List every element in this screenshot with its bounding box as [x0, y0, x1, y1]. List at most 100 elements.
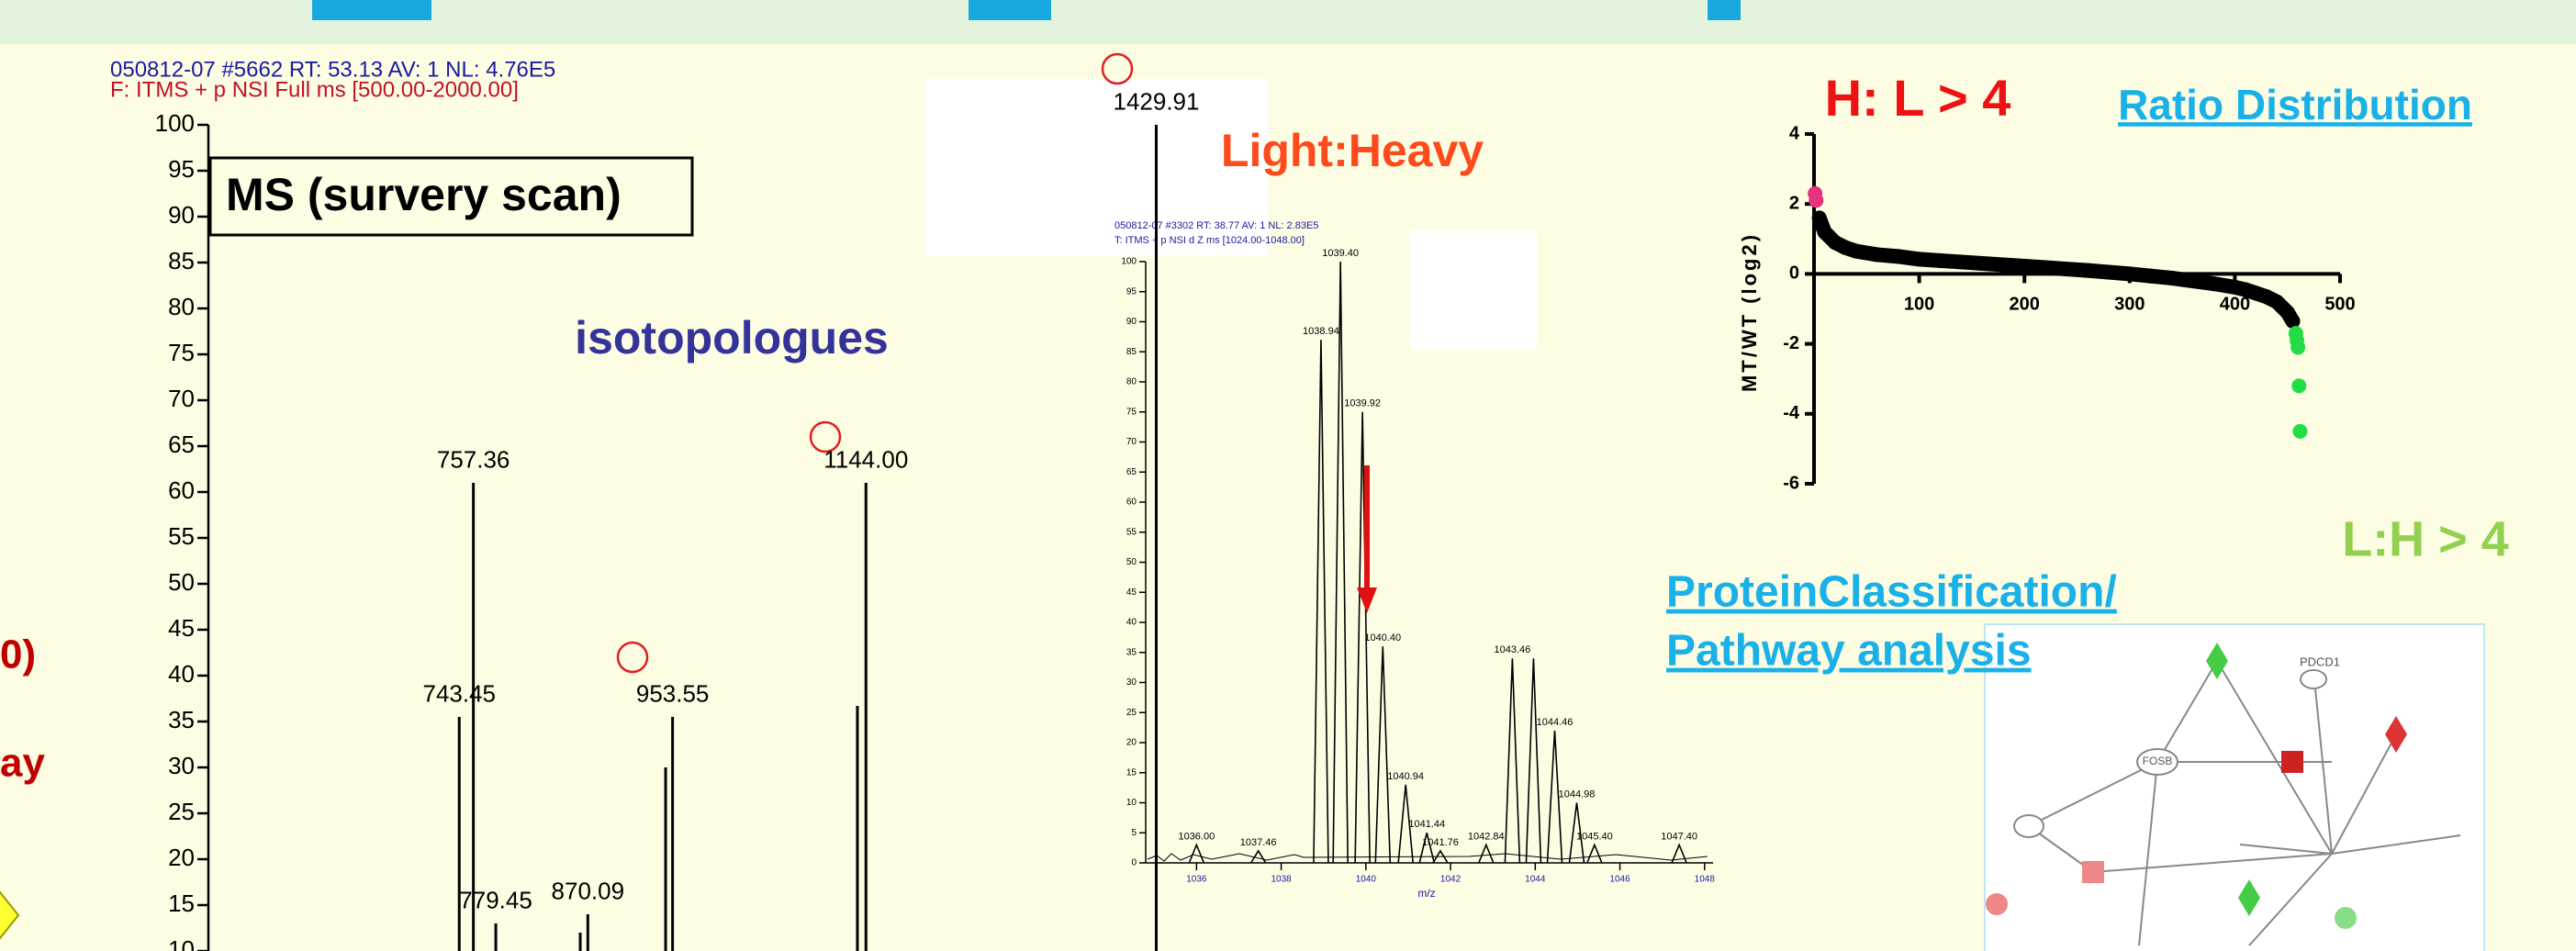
peak-label: 1144.00	[823, 445, 908, 473]
label: H: L > 4	[1825, 69, 2011, 127]
peak	[1478, 843, 1495, 864]
y-tick-label: 60	[1126, 498, 1137, 508]
y-tick-label: 15	[168, 889, 195, 917]
point	[1869, 247, 1885, 263]
peak	[1546, 730, 1563, 864]
peak	[1374, 646, 1392, 864]
y-tick-label: 75	[1126, 407, 1137, 417]
y-tick-label: 85	[168, 247, 195, 274]
peak-label: 1044.98	[1559, 789, 1596, 800]
spectrum-header: 050812-07 #5662 RT: 53.13 AV: 1 NL: 4.76…	[110, 57, 555, 82]
network-image	[1984, 623, 2485, 951]
y-tick-label: 80	[1126, 377, 1137, 387]
marker-circle	[809, 420, 842, 453]
network-node	[2206, 643, 2228, 679]
x-tick-label: 1036	[1186, 875, 1207, 885]
peak-label: 953.55	[636, 679, 710, 707]
title-box	[208, 156, 694, 237]
y-tick-label: -2	[1783, 333, 1799, 353]
point	[1911, 252, 1927, 267]
point	[2017, 259, 2033, 274]
y-tick-label: 40	[1126, 618, 1137, 628]
y-tick-label: 20	[168, 844, 195, 871]
peak-label: 1045.40	[1576, 831, 1613, 842]
link[interactable]: ProteinClassification/	[1666, 568, 2117, 617]
y-tick-label: 45	[1126, 587, 1137, 598]
y-tick-label: 80	[168, 293, 195, 320]
y-tick-label: 4	[1789, 123, 1800, 143]
point	[2122, 266, 2137, 282]
y-tick-label: 15	[1126, 767, 1137, 778]
x-tick-label: 300	[2114, 295, 2145, 315]
cut-text: ay	[0, 741, 45, 786]
x-tick-label: 1040	[1356, 875, 1377, 885]
marker-circle	[616, 641, 649, 674]
point	[1890, 249, 1906, 264]
y-tick-label: 35	[1126, 647, 1137, 657]
y-tick-label: -6	[1783, 473, 1799, 493]
link[interactable]: Ratio Distribution	[2118, 81, 2472, 129]
y-tick-label: 0	[1789, 263, 1799, 284]
network-node	[2281, 751, 2303, 773]
peak	[1504, 658, 1521, 864]
y-tick-label: 65	[1126, 467, 1137, 477]
y-tick-label: 5	[1131, 828, 1137, 838]
label: isotopologues	[575, 312, 889, 364]
banner-glyph	[969, 0, 1051, 20]
point	[2185, 274, 2201, 289]
peak-label: 757.36	[437, 445, 510, 473]
peak	[1332, 261, 1349, 864]
y-tick-label: 55	[1126, 527, 1137, 537]
point	[1809, 193, 1824, 208]
peak-label: 1037.46	[1240, 837, 1277, 848]
y-tick-label: 95	[168, 155, 195, 183]
y-tick-label: 50	[1126, 557, 1137, 567]
y-tick-label: 25	[168, 798, 195, 825]
network-node	[2238, 879, 2260, 916]
peak-label: 1038.94	[1303, 326, 1339, 337]
network-label: PDCD1	[2300, 655, 2340, 668]
y-tick-label: 20	[1126, 738, 1137, 748]
peak-label: 1044.46	[1537, 717, 1574, 728]
network-node	[2385, 716, 2407, 753]
point	[2292, 423, 2308, 439]
network-node	[2013, 814, 2044, 838]
link[interactable]: Pathway analysis	[1666, 627, 2032, 676]
peak-label: 1039.92	[1344, 398, 1381, 409]
peak-label: 1429.91	[1113, 87, 1199, 115]
y-tick-label: 25	[1126, 708, 1137, 718]
mask	[925, 79, 1269, 256]
point	[1954, 254, 1969, 270]
point	[2164, 270, 2179, 285]
label: Light:Heavy	[1221, 125, 1484, 176]
network-node	[1986, 893, 2008, 915]
x-tick-label: 100	[1904, 295, 1934, 315]
peak-label: 1039.40	[1322, 248, 1359, 259]
y-tick-label: 55	[168, 522, 195, 550]
peak	[1568, 802, 1585, 864]
point	[2143, 268, 2158, 284]
inset-header: T: ITMS + p NSI d Z ms [1024.00-1048.00]	[1114, 235, 1305, 246]
point	[1975, 255, 1990, 271]
ratio-ylabel: MT/WT (log2)	[1738, 232, 1761, 392]
point	[2291, 378, 2307, 394]
peak-label: 1040.94	[1387, 771, 1424, 782]
network-node	[2136, 748, 2178, 776]
y-tick-label: 10	[168, 935, 195, 951]
point	[2038, 260, 2054, 275]
peak	[1525, 658, 1542, 864]
network-label: FOSB	[2143, 755, 2173, 767]
point	[2290, 340, 2306, 355]
spectrum-header: F: ITMS + p NSI Full ms [500.00-2000.00]	[110, 77, 519, 102]
y-tick-label: 70	[1126, 437, 1137, 447]
inset-header: 050812-07 #3302 RT: 38.77 AV: 1 NL: 2.83…	[1114, 220, 1318, 231]
y-tick-label: 30	[168, 752, 195, 779]
x-tick-label: 400	[2220, 295, 2250, 315]
arrow-head	[1357, 587, 1377, 613]
peak-label: 1042.84	[1468, 831, 1505, 842]
y-tick-label: 45	[168, 614, 195, 642]
banner-glyph	[1708, 0, 1741, 20]
y-tick-label: 70	[168, 385, 195, 412]
point	[2100, 264, 2116, 280]
